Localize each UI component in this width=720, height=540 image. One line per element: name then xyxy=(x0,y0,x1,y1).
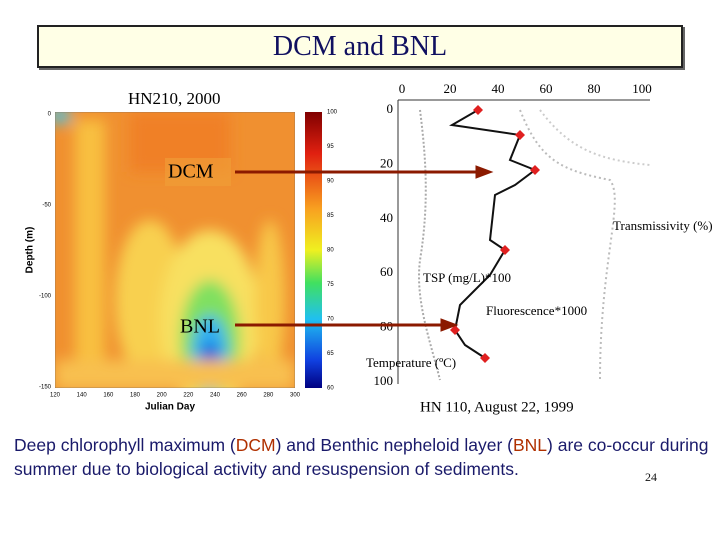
colorbar-tick-label: 75 xyxy=(327,282,334,288)
colorbar-tick-label: 80 xyxy=(327,248,334,254)
profile-label: Temperature (ºC) xyxy=(366,355,456,370)
left-tick-label: 0 xyxy=(387,101,394,116)
highlight: BNL xyxy=(512,435,548,455)
profile-label: Fluorescence*1000 xyxy=(486,303,587,318)
top-tick-label: 100 xyxy=(632,81,652,96)
title-box: DCM and BNL xyxy=(37,25,683,68)
left-tick-label: 100 xyxy=(374,373,394,388)
body-text: Deep chlorophyll maximum (DCM) and Benth… xyxy=(14,433,714,481)
x-tick-label: 120 xyxy=(50,393,61,399)
x-tick-label: 260 xyxy=(237,393,248,399)
left-tick-label: 60 xyxy=(380,264,393,279)
x-tick-label: 240 xyxy=(210,393,221,399)
left-tick-label: 20 xyxy=(380,155,393,170)
right-caption: HN 110, August 22, 1999 xyxy=(420,399,574,415)
colorbar-tick-label: 90 xyxy=(327,179,334,185)
left-tick-label: 40 xyxy=(380,210,393,225)
x-tick-label: 160 xyxy=(103,393,114,399)
x-tick-label: 280 xyxy=(263,393,274,399)
colorbar-tick-label: 60 xyxy=(327,386,334,392)
dcm-label: DCM xyxy=(168,161,214,183)
x-tick-label: 140 xyxy=(77,393,88,399)
y-tick-label: -150 xyxy=(39,385,52,391)
left-caption: HN210, 2000 xyxy=(128,89,221,108)
y-tick-label: -100 xyxy=(39,294,52,300)
bnl-label: BNL xyxy=(180,316,220,338)
text: ) are co-occur during summer due to biol… xyxy=(14,435,709,479)
top-tick-label: 80 xyxy=(588,81,601,96)
text: ) and Benthic nepheloid layer ( xyxy=(275,435,513,455)
contour-plot xyxy=(55,112,295,388)
x-tick-label: 220 xyxy=(183,393,194,399)
arrows xyxy=(235,165,494,332)
x-axis-label: Julian Day xyxy=(145,402,195,413)
profile-label: TSP (mg/L)*100 xyxy=(423,270,511,285)
colorbar-tick-label: 95 xyxy=(327,144,334,150)
top-tick-label: 40 xyxy=(492,81,505,96)
title: DCM and BNL xyxy=(272,31,448,62)
colorbar-tick-label: 65 xyxy=(327,351,334,357)
colorbar xyxy=(305,112,322,388)
y-axis-label: Depth (m) xyxy=(25,227,36,274)
page-number: 24 xyxy=(645,470,657,484)
top-tick-label: 60 xyxy=(540,81,553,96)
colorbar-tick-label: 85 xyxy=(327,213,334,219)
x-tick-label: 300 xyxy=(290,393,301,399)
text: Deep chlorophyll maximum ( xyxy=(14,435,236,455)
profile-label: Transmissivity (%) xyxy=(613,218,713,233)
colorbar-tick-label: 100 xyxy=(327,110,338,116)
profile-chart xyxy=(397,99,651,384)
colorbar-tick-label: 70 xyxy=(327,317,334,323)
x-tick-label: 200 xyxy=(157,393,168,399)
top-tick-label: 0 xyxy=(399,81,406,96)
y-tick-label: 0 xyxy=(48,112,52,118)
x-tick-label: 180 xyxy=(130,393,141,399)
top-tick-label: 20 xyxy=(444,81,457,96)
y-tick-label: -50 xyxy=(42,203,51,209)
highlight: DCM xyxy=(235,435,276,455)
